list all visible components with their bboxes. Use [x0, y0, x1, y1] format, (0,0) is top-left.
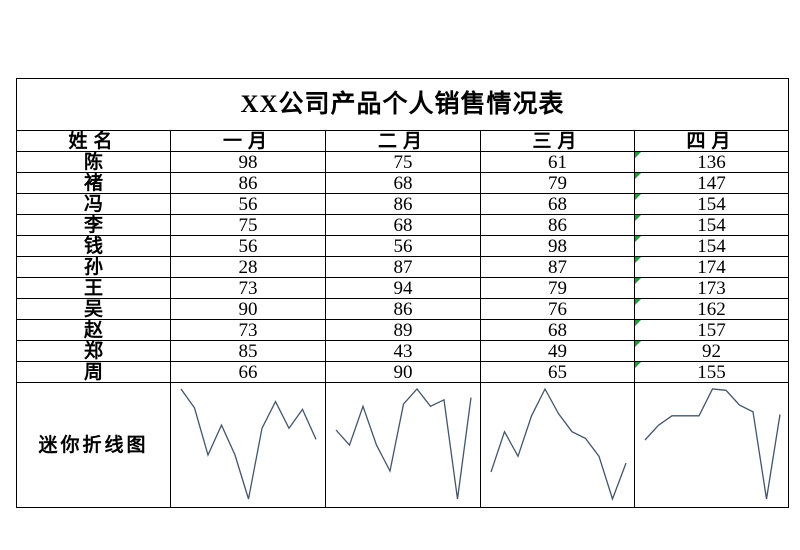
value-cell[interactable]: 79: [480, 277, 635, 299]
value-cell[interactable]: 79: [480, 172, 635, 194]
value-cell[interactable]: 154: [633, 214, 790, 236]
spreadsheet: XX公司产品个人销售情况表 姓名 一月 二月 三月 四月 陈 98 75 61 136 褚 86 68…: [15, 78, 790, 512]
sparkline-cell[interactable]: [325, 382, 481, 508]
name-cell[interactable]: 周: [16, 361, 171, 383]
value-cell[interactable]: 86: [480, 214, 635, 236]
value-cell[interactable]: 87: [325, 256, 481, 278]
value-cell[interactable]: 75: [325, 151, 481, 173]
name-cell[interactable]: 冯: [16, 193, 171, 215]
header-jan[interactable]: 一月: [170, 130, 326, 152]
value-cell[interactable]: 154: [633, 235, 790, 257]
value-cell[interactable]: 61: [480, 151, 635, 173]
table-row: 褚 86 68 79 147: [16, 172, 790, 194]
name-cell[interactable]: 吴: [16, 298, 171, 320]
value-cell[interactable]: 155: [633, 361, 790, 383]
value-cell[interactable]: 86: [170, 172, 326, 194]
header-name[interactable]: 姓名: [16, 130, 171, 152]
value-cell[interactable]: 98: [170, 151, 326, 173]
value-cell[interactable]: 86: [325, 298, 481, 320]
value-cell[interactable]: 68: [480, 319, 635, 341]
value-cell[interactable]: 85: [170, 340, 326, 362]
table-row: 陈 98 75 61 136: [16, 151, 790, 173]
name-cell[interactable]: 赵: [16, 319, 171, 341]
value-cell[interactable]: 86: [325, 193, 481, 215]
value-cell[interactable]: 65: [480, 361, 635, 383]
value-cell[interactable]: 76: [480, 298, 635, 320]
name-cell[interactable]: 褚: [16, 172, 171, 194]
name-cell[interactable]: 钱: [16, 235, 171, 257]
table-row: 郑 85 43 49 92: [16, 340, 790, 362]
value-cell[interactable]: 90: [325, 361, 481, 383]
sparkline-chart: [490, 387, 627, 501]
sparkline-cell[interactable]: [480, 382, 635, 508]
table-row: 孙 28 87 87 174: [16, 256, 790, 278]
header-apr[interactable]: 四月: [633, 130, 790, 152]
name-cell[interactable]: 郑: [16, 340, 171, 362]
value-cell[interactable]: 173: [633, 277, 790, 299]
value-cell[interactable]: 98: [480, 235, 635, 257]
sparkline-chart: [335, 387, 472, 500]
sparkline-chart: [180, 388, 317, 500]
value-cell[interactable]: 66: [170, 361, 326, 383]
value-cell[interactable]: 68: [325, 214, 481, 236]
value-cell[interactable]: 68: [325, 172, 481, 194]
sparkline-row: 迷你折线图: [16, 382, 790, 508]
table-title[interactable]: XX公司产品个人销售情况表: [15, 78, 790, 131]
value-cell[interactable]: 28: [170, 256, 326, 278]
value-cell[interactable]: 73: [170, 319, 326, 341]
sparkline-cell[interactable]: [633, 382, 790, 508]
sparkline-3: [644, 388, 781, 500]
value-cell[interactable]: 147: [633, 172, 790, 194]
sparkline-1: [335, 387, 472, 500]
table-row: 钱 56 56 98 154: [16, 235, 790, 257]
value-cell[interactable]: 56: [325, 235, 481, 257]
value-cell[interactable]: 154: [633, 193, 790, 215]
value-cell[interactable]: 90: [170, 298, 326, 320]
value-cell[interactable]: 73: [170, 277, 326, 299]
sparkline-2: [490, 387, 627, 501]
value-cell[interactable]: 68: [480, 193, 635, 215]
header-feb[interactable]: 二月: [325, 130, 481, 152]
value-cell[interactable]: 56: [170, 193, 326, 215]
table-row: 冯 56 86 68 154: [16, 193, 790, 215]
value-cell[interactable]: 75: [170, 214, 326, 236]
header-row: 姓名 一月 二月 三月 四月: [16, 130, 790, 152]
value-cell[interactable]: 87: [480, 256, 635, 278]
sparkline-chart: [644, 388, 781, 500]
value-cell[interactable]: 89: [325, 319, 481, 341]
sparkline-0: [180, 388, 317, 500]
table-row: 王 73 94 79 173: [16, 277, 790, 299]
value-cell[interactable]: 92: [633, 340, 790, 362]
table-row: 赵 73 89 68 157: [16, 319, 790, 341]
value-cell[interactable]: 49: [480, 340, 635, 362]
value-cell[interactable]: 162: [633, 298, 790, 320]
name-cell[interactable]: 陈: [16, 151, 171, 173]
value-cell[interactable]: 94: [325, 277, 481, 299]
sales-table: XX公司产品个人销售情况表 姓名 一月 二月 三月 四月 陈 98 75 61 136 褚 86 68…: [15, 78, 790, 508]
value-cell[interactable]: 136: [633, 151, 790, 173]
table-row: 周 66 90 65 155: [16, 361, 790, 383]
value-cell[interactable]: 43: [325, 340, 481, 362]
table-row: 李 75 68 86 154: [16, 214, 790, 236]
value-cell[interactable]: 174: [633, 256, 790, 278]
name-cell[interactable]: 孙: [16, 256, 171, 278]
sparkline-label[interactable]: 迷你折线图: [16, 382, 171, 508]
name-cell[interactable]: 李: [16, 214, 171, 236]
header-mar[interactable]: 三月: [480, 130, 635, 152]
value-cell[interactable]: 56: [170, 235, 326, 257]
value-cell[interactable]: 157: [633, 319, 790, 341]
name-cell[interactable]: 王: [16, 277, 171, 299]
sparkline-cell[interactable]: [170, 382, 326, 508]
table-row: 吴 90 86 76 162: [16, 298, 790, 320]
